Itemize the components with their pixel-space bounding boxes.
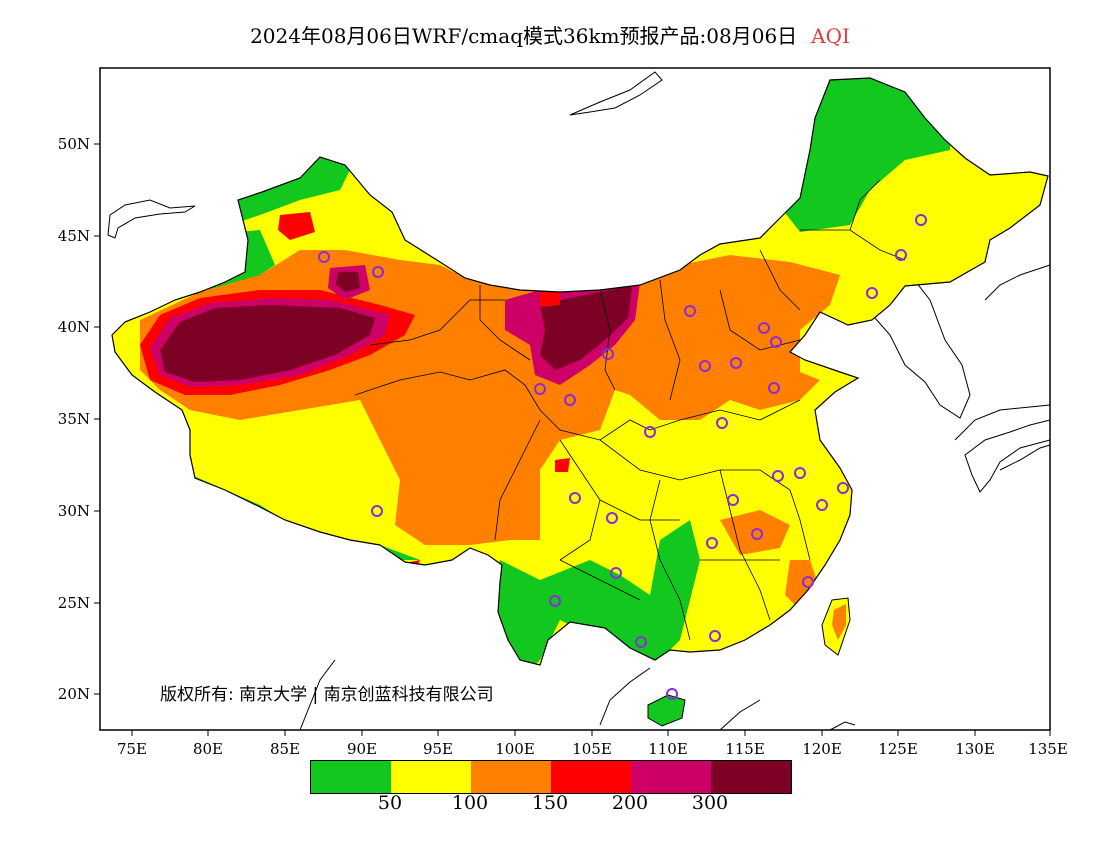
y-tick-label: 20N [58,685,90,703]
y-tick-label: 45N [58,227,90,245]
legend-label: 300 [691,792,729,814]
station-marker [606,512,618,524]
station-marker [549,595,561,607]
station-marker [770,336,782,348]
x-tick-label: 85E [270,740,300,758]
x-tick-labels: 75E 80E 85E 90E 95E 100E 105E 110E 115E … [117,740,1068,758]
x-tick-label: 75E [117,740,147,758]
station-marker [794,467,806,479]
legend-swatch-2 [471,761,551,793]
station-marker [706,537,718,549]
station-marker [684,305,696,317]
station-marker [802,576,814,588]
map-title: 2024年08月06日WRF/cmaq模式36km预报产品:08月06日 AQI [0,20,1100,49]
x-tick-label: 80E [193,740,223,758]
legend-label: 100 [451,792,489,814]
y-tick-labels: 50N 45N 40N 35N 30N 25N 20N [58,135,90,703]
station-markers [318,214,927,700]
y-tick-label: 50N [58,135,90,153]
y-tick-label: 30N [58,502,90,520]
station-marker [895,249,907,261]
legend-swatch-4 [631,761,711,793]
station-marker [768,382,780,394]
station-marker [318,251,330,263]
station-marker [730,357,742,369]
station-marker [915,214,927,226]
x-tick-label: 115E [725,740,765,758]
x-tick-label: 110E [648,740,688,758]
china-border [111,77,1049,666]
station-marker [666,688,678,700]
legend-swatch-1 [391,761,471,793]
legend-swatch-0 [311,761,391,793]
y-tick-label: 25N [58,594,90,612]
station-marker [709,630,721,642]
station-marker [716,417,728,429]
station-marker [866,287,878,299]
x-tick-label: 90E [347,740,377,758]
x-tick-label: 130E [955,740,995,758]
station-marker [371,505,383,517]
legend-label: 200 [611,792,649,814]
x-tick-label: 105E [572,740,612,758]
title-pollutant: AQI [811,24,850,48]
taiwan-hotspot [832,604,846,640]
station-marker [602,348,614,360]
y-tick-label: 40N [58,318,90,336]
station-marker [816,499,828,511]
station-marker [564,394,576,406]
x-tick-label: 125E [878,740,918,758]
copyright-text: 版权所有: 南京大学 | 南京创蓝科技有限公司 [160,685,494,705]
legend-label: 50 [377,792,403,814]
legend-swatch-5 [711,761,791,793]
station-marker [610,567,622,579]
station-marker [635,636,647,648]
station-marker [837,482,849,494]
title-main: 2024年08月06日WRF/cmaq模式36km预报产品:08月06日 [250,24,798,48]
station-marker [772,470,784,482]
station-marker [644,426,656,438]
x-tick-label: 135E [1028,740,1068,758]
station-marker [751,528,763,540]
station-marker [699,360,711,372]
x-tick-label: 100E [495,740,535,758]
axis-ticks [94,143,1051,736]
station-marker [727,494,739,506]
legend-swatch-3 [551,761,631,793]
color-legend [310,760,792,794]
station-marker [758,322,770,334]
station-marker [372,266,384,278]
x-tick-label: 120E [802,740,842,758]
station-marker [569,492,581,504]
legend-labels: 50 100 150 200 300 [0,792,1100,822]
x-tick-label: 95E [423,740,453,758]
station-marker [534,383,546,395]
legend-label: 150 [531,792,569,814]
y-tick-label: 35N [58,410,90,428]
